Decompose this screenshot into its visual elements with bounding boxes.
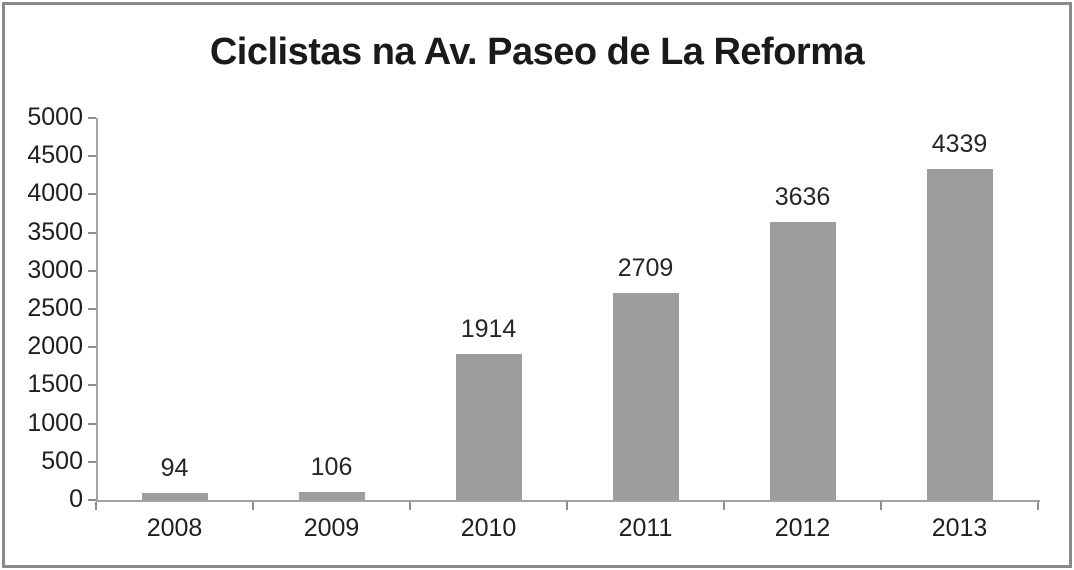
y-axis-tick-label: 3000 (27, 255, 83, 284)
y-axis-tick-label: 1500 (27, 370, 83, 399)
bar (612, 293, 679, 500)
x-axis-category-label: 2008 (146, 514, 203, 542)
x-axis-tick (409, 502, 411, 510)
bar (298, 492, 365, 500)
y-axis-tick-label: 3500 (27, 217, 83, 246)
y-axis-tick (88, 155, 96, 158)
bar-value-label: 106 (310, 453, 353, 481)
x-axis-tick (252, 502, 254, 510)
x-axis-tick (1037, 502, 1039, 510)
y-axis-tick (88, 308, 96, 310)
bar (769, 222, 836, 500)
x-axis-category-label: 2012 (774, 514, 831, 542)
x-axis-category-label: 2009 (303, 514, 360, 542)
x-axis-tick (723, 502, 725, 510)
y-axis-tick (88, 193, 96, 196)
x-axis-category-label: 2011 (618, 514, 673, 542)
bar-value-label: 2709 (617, 254, 674, 282)
y-axis-tick (88, 117, 96, 119)
y-axis-tick-label: 2000 (27, 332, 83, 361)
bar-value-label: 94 (160, 454, 189, 482)
x-axis-category-label: 2010 (460, 514, 517, 542)
plot-area (96, 118, 1040, 502)
x-axis-tick (95, 502, 97, 510)
y-axis-tick (88, 346, 96, 349)
y-axis-tick-label: 1000 (27, 408, 83, 437)
y-axis-tick (88, 231, 96, 234)
chart-title: Ciclistas na Av. Paseo de La Reforma (209, 31, 865, 73)
y-axis-tick-label: 4000 (27, 179, 83, 208)
x-axis-category-label: 2013 (931, 514, 988, 542)
y-axis-tick (88, 499, 96, 501)
y-axis-tick-label: 500 (41, 446, 83, 475)
x-axis-tick (880, 502, 882, 510)
x-axis-tick (566, 502, 568, 510)
y-axis-tick-label: 2500 (27, 294, 83, 322)
y-axis-tick-label: 4500 (27, 141, 83, 170)
bar-value-label: 4339 (931, 130, 988, 158)
y-axis-tick (88, 460, 96, 463)
y-axis-tick (88, 384, 96, 387)
bar-value-label: 3636 (774, 183, 831, 211)
y-axis-tick (88, 422, 96, 425)
bar (926, 169, 993, 500)
y-axis-tick (88, 269, 96, 272)
y-axis-tick-label: 0 (69, 485, 83, 513)
y-axis-tick-label: 5000 (27, 103, 83, 131)
bar (141, 493, 208, 500)
bar-value-label: 1914 (460, 315, 517, 343)
bar (455, 354, 522, 500)
